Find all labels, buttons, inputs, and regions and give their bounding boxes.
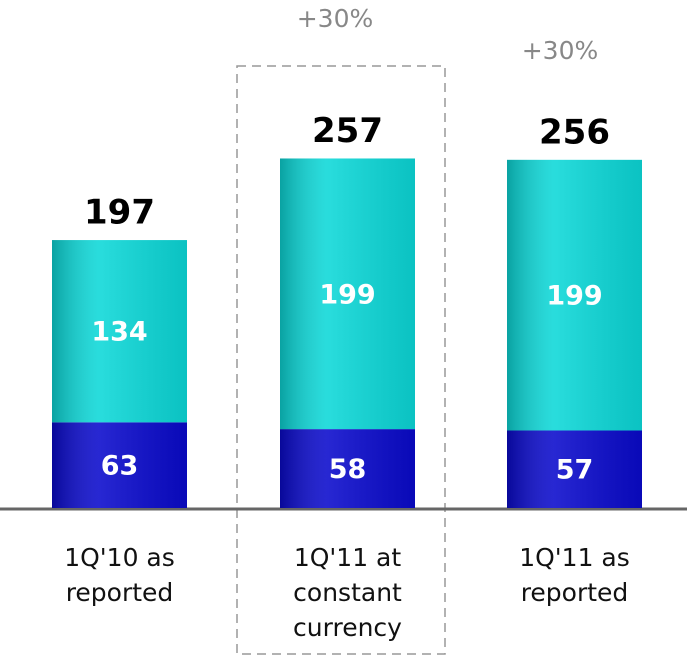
segment-label: 199 bbox=[319, 279, 375, 310]
annotation: +30% bbox=[297, 4, 374, 33]
highlight-box bbox=[236, 65, 446, 655]
total-label: 257 bbox=[312, 111, 383, 151]
bar-shade bbox=[52, 422, 187, 508]
segment-label: 134 bbox=[91, 317, 147, 348]
annotation: +30% bbox=[522, 36, 599, 65]
total-label: 197 bbox=[84, 193, 155, 233]
x-tick-label: 1Q'11 at constant currency bbox=[293, 543, 402, 642]
bar-shade bbox=[280, 429, 415, 508]
bar-shade bbox=[280, 158, 415, 430]
segment-label: 63 bbox=[101, 451, 139, 482]
bar-shade bbox=[507, 430, 642, 508]
total-label: 256 bbox=[539, 112, 610, 152]
bar-shade bbox=[507, 159, 642, 431]
segment-label: 58 bbox=[329, 454, 367, 485]
x-tick-label: 1Q'10 as reported bbox=[64, 543, 175, 607]
x-tick-label: 1Q'11 as reported bbox=[519, 543, 630, 607]
segment-label: 57 bbox=[556, 455, 594, 486]
bar-shade bbox=[52, 240, 187, 423]
segment-label: 199 bbox=[546, 281, 602, 312]
